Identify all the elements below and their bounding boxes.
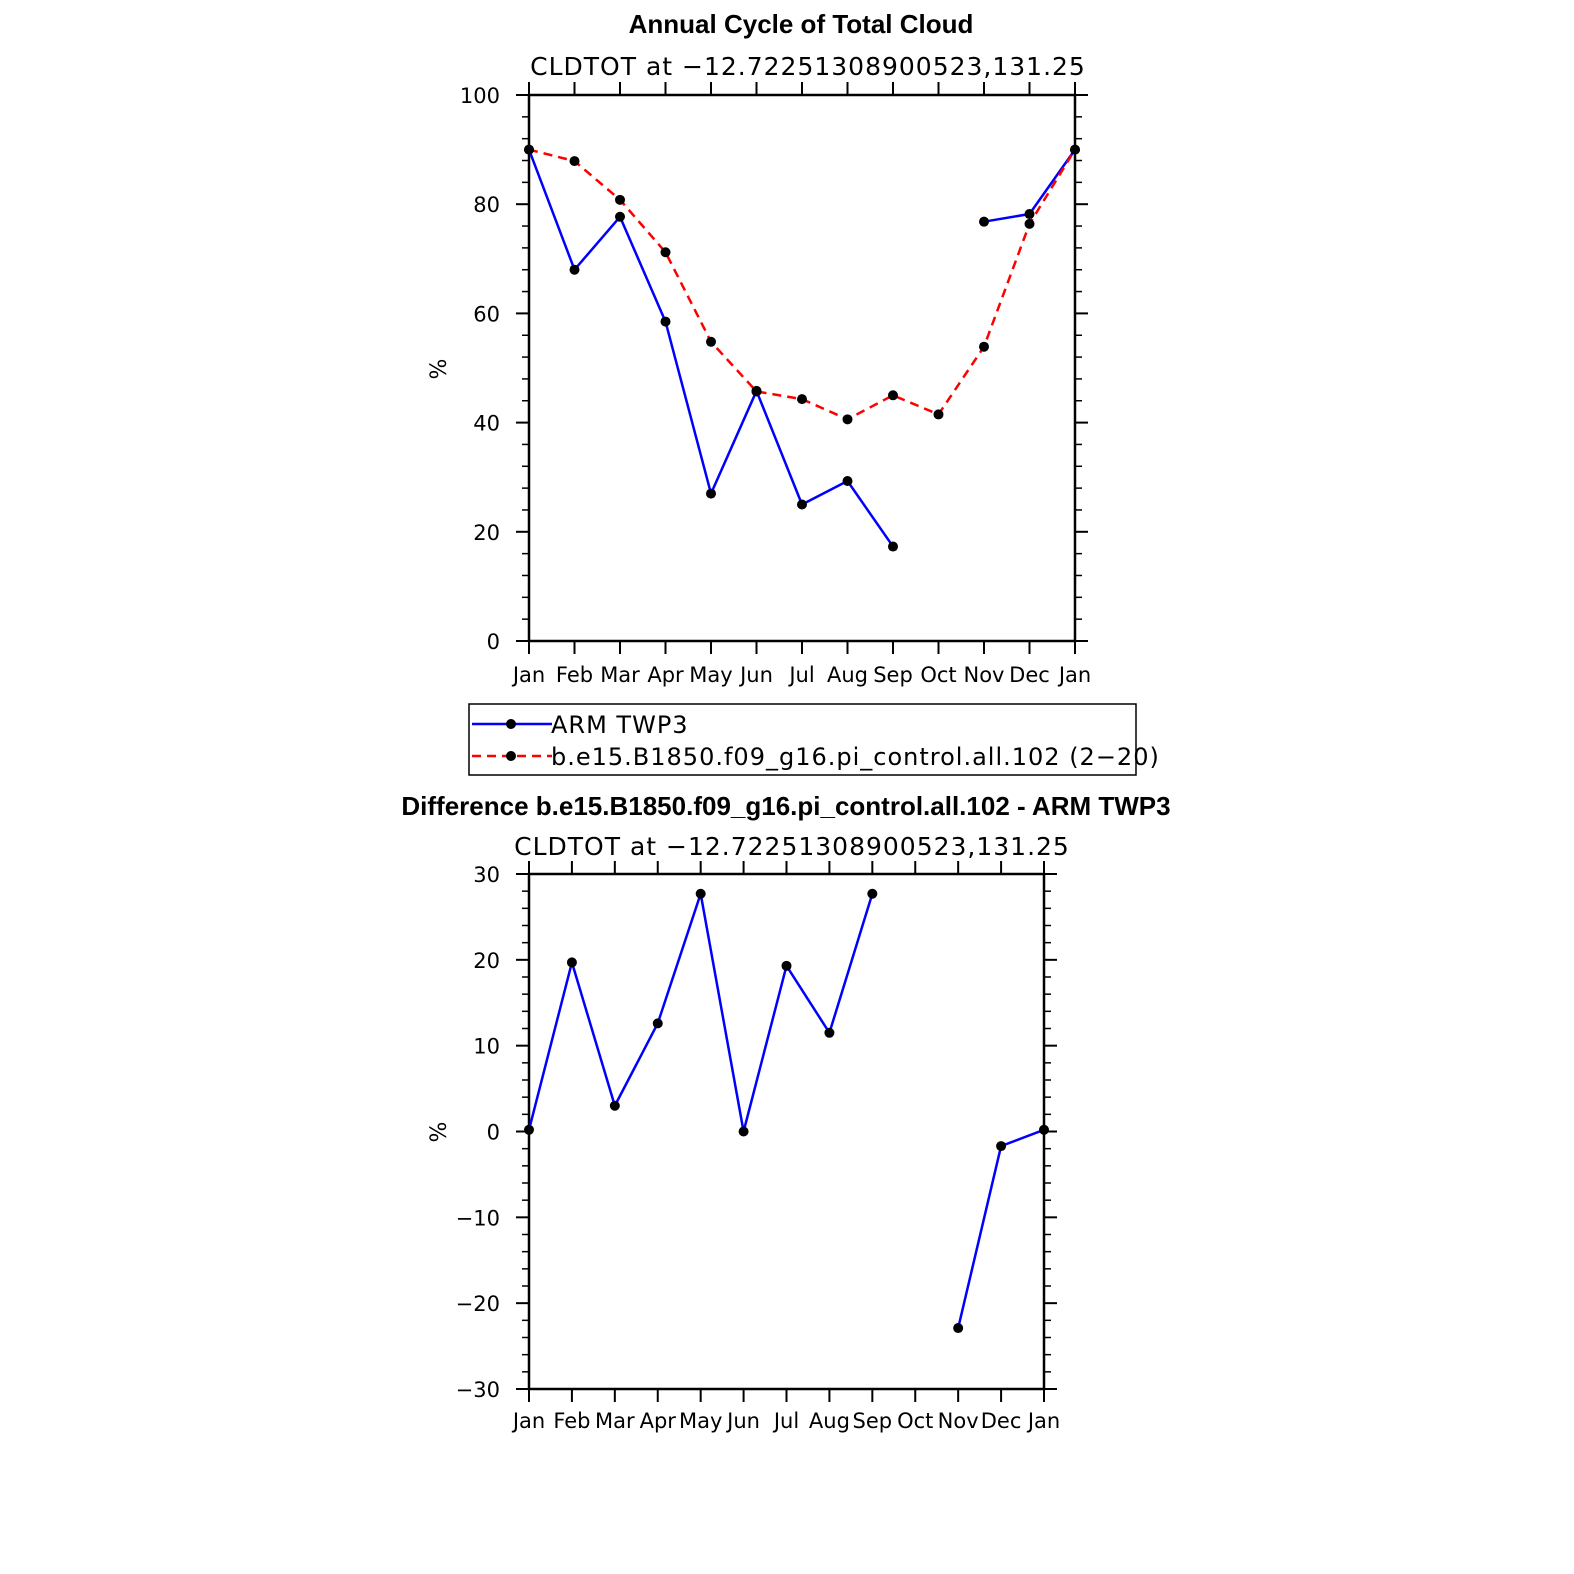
data-point-1 [933, 409, 944, 420]
data-point-0 [842, 476, 853, 487]
plot-frame [527, 872, 1046, 1391]
legend-box [468, 703, 1137, 776]
legend-label-arm: ARM TWP3 [551, 711, 689, 739]
data-point-0 [781, 960, 792, 971]
y-axis-label: % [427, 359, 452, 380]
series-line-0 [956, 1128, 1045, 1329]
data-point-0 [706, 488, 716, 499]
y-tick-label: −30 [456, 1378, 500, 1402]
x-tick-label: Aug [827, 663, 868, 687]
series-line-1 [528, 148, 1077, 421]
y-tick-label: −10 [456, 1206, 500, 1230]
data-point-0 [569, 264, 580, 275]
data-point-0 [888, 541, 898, 552]
data-point-0 [738, 1126, 749, 1137]
x-tick-label: May [689, 663, 732, 687]
data-point-1 [615, 194, 625, 205]
chart-subtitle: CLDTOT at −12.72251308900523,131.25 [530, 52, 1086, 81]
y-tick-label: 20 [473, 521, 500, 545]
y-tick-label: 0 [487, 1121, 500, 1145]
data-point-0 [660, 316, 671, 327]
data-point-1 [842, 414, 853, 425]
data-point-0 [824, 1027, 835, 1038]
y-axis-label: % [427, 1122, 452, 1143]
series-line-0 [527, 149, 895, 548]
y-tick-label: 30 [473, 863, 500, 887]
x-tick-label: Jan [511, 1409, 545, 1433]
legend: ARM TWP3 b.e15.B1850.f09_g16.pi_control.… [468, 703, 1160, 776]
data-point-1 [524, 144, 534, 155]
data-point-0 [797, 499, 807, 510]
data-point-0 [953, 1323, 964, 1334]
x-tick-label: Apr [640, 1409, 677, 1433]
y-tick-label: 40 [473, 412, 500, 436]
x-tick-label: Mar [595, 1409, 635, 1433]
legend-label-model: b.e15.B1850.f09_g16.pi_control.all.102 (… [551, 743, 1160, 771]
y-tick-label: 10 [473, 1035, 500, 1059]
x-tick-label: May [679, 1409, 722, 1433]
x-tick-label: Oct [897, 1409, 933, 1433]
data-point-1 [660, 247, 671, 258]
x-tick-label: Sep [873, 663, 913, 687]
x-tick-label: Apr [647, 663, 684, 687]
legend-marker-model [506, 751, 516, 761]
data-point-0 [867, 888, 878, 899]
data-point-1 [751, 386, 762, 397]
x-tick-label: Dec [981, 1409, 1022, 1433]
x-tick-label: Jun [738, 663, 773, 687]
x-tick-label: Nov [964, 663, 1005, 687]
data-point-0 [979, 216, 989, 227]
series-line-0 [527, 892, 874, 1133]
x-tick-label: Jun [725, 1409, 760, 1433]
x-tick-label: Jul [787, 663, 814, 687]
legend-marker-arm [506, 719, 516, 729]
chart-subtitle: CLDTOT at −12.72251308900523,131.25 [514, 832, 1070, 861]
x-tick-label: Feb [556, 663, 593, 687]
data-point-0 [524, 1124, 534, 1135]
y-tick-label: 20 [473, 949, 500, 973]
chart-title: Difference b.e15.B1850.f09_g16.pi_contro… [401, 791, 1170, 821]
data-point-1 [1024, 218, 1035, 229]
x-tick-label: Mar [600, 663, 640, 687]
y-tick-label: 80 [473, 193, 500, 217]
data-point-0 [566, 957, 577, 968]
x-tick-label: Jan [1026, 1409, 1060, 1433]
data-point-1 [797, 394, 807, 405]
x-tick-label: Jan [511, 663, 545, 687]
y-tick-label: 100 [460, 84, 500, 108]
x-tick-label: Dec [1009, 663, 1050, 687]
data-point-0 [652, 1018, 663, 1029]
x-tick-label: Oct [920, 663, 956, 687]
x-tick-label: Feb [553, 1409, 590, 1433]
data-point-0 [996, 1141, 1007, 1152]
x-tick-label: Jan [1057, 663, 1091, 687]
y-tick-label: −20 [456, 1292, 500, 1316]
data-point-1 [888, 390, 898, 401]
y-tick-label: 0 [487, 630, 500, 654]
x-tick-label: Nov [938, 1409, 979, 1433]
data-point-0 [1039, 1124, 1049, 1135]
x-tick-label: Jul [772, 1409, 799, 1433]
difference-panel: Difference b.e15.B1850.f09_g16.pi_contro… [401, 791, 1170, 1433]
y-tick-label: 60 [473, 302, 500, 326]
data-point-1 [569, 156, 580, 167]
data-point-0 [615, 211, 625, 222]
x-tick-label: Sep [853, 1409, 893, 1433]
data-point-1 [979, 341, 989, 352]
data-point-0 [695, 888, 706, 899]
data-point-0 [1024, 209, 1035, 220]
data-point-0 [609, 1100, 620, 1111]
plot-frame [527, 93, 1077, 643]
chart-title: Annual Cycle of Total Cloud [629, 9, 974, 39]
data-point-1 [1070, 144, 1080, 155]
annual-cycle-panel: Annual Cycle of Total Cloud CLDTOT at −1… [427, 9, 1091, 687]
x-tick-label: Aug [809, 1409, 850, 1433]
data-point-1 [706, 336, 716, 347]
